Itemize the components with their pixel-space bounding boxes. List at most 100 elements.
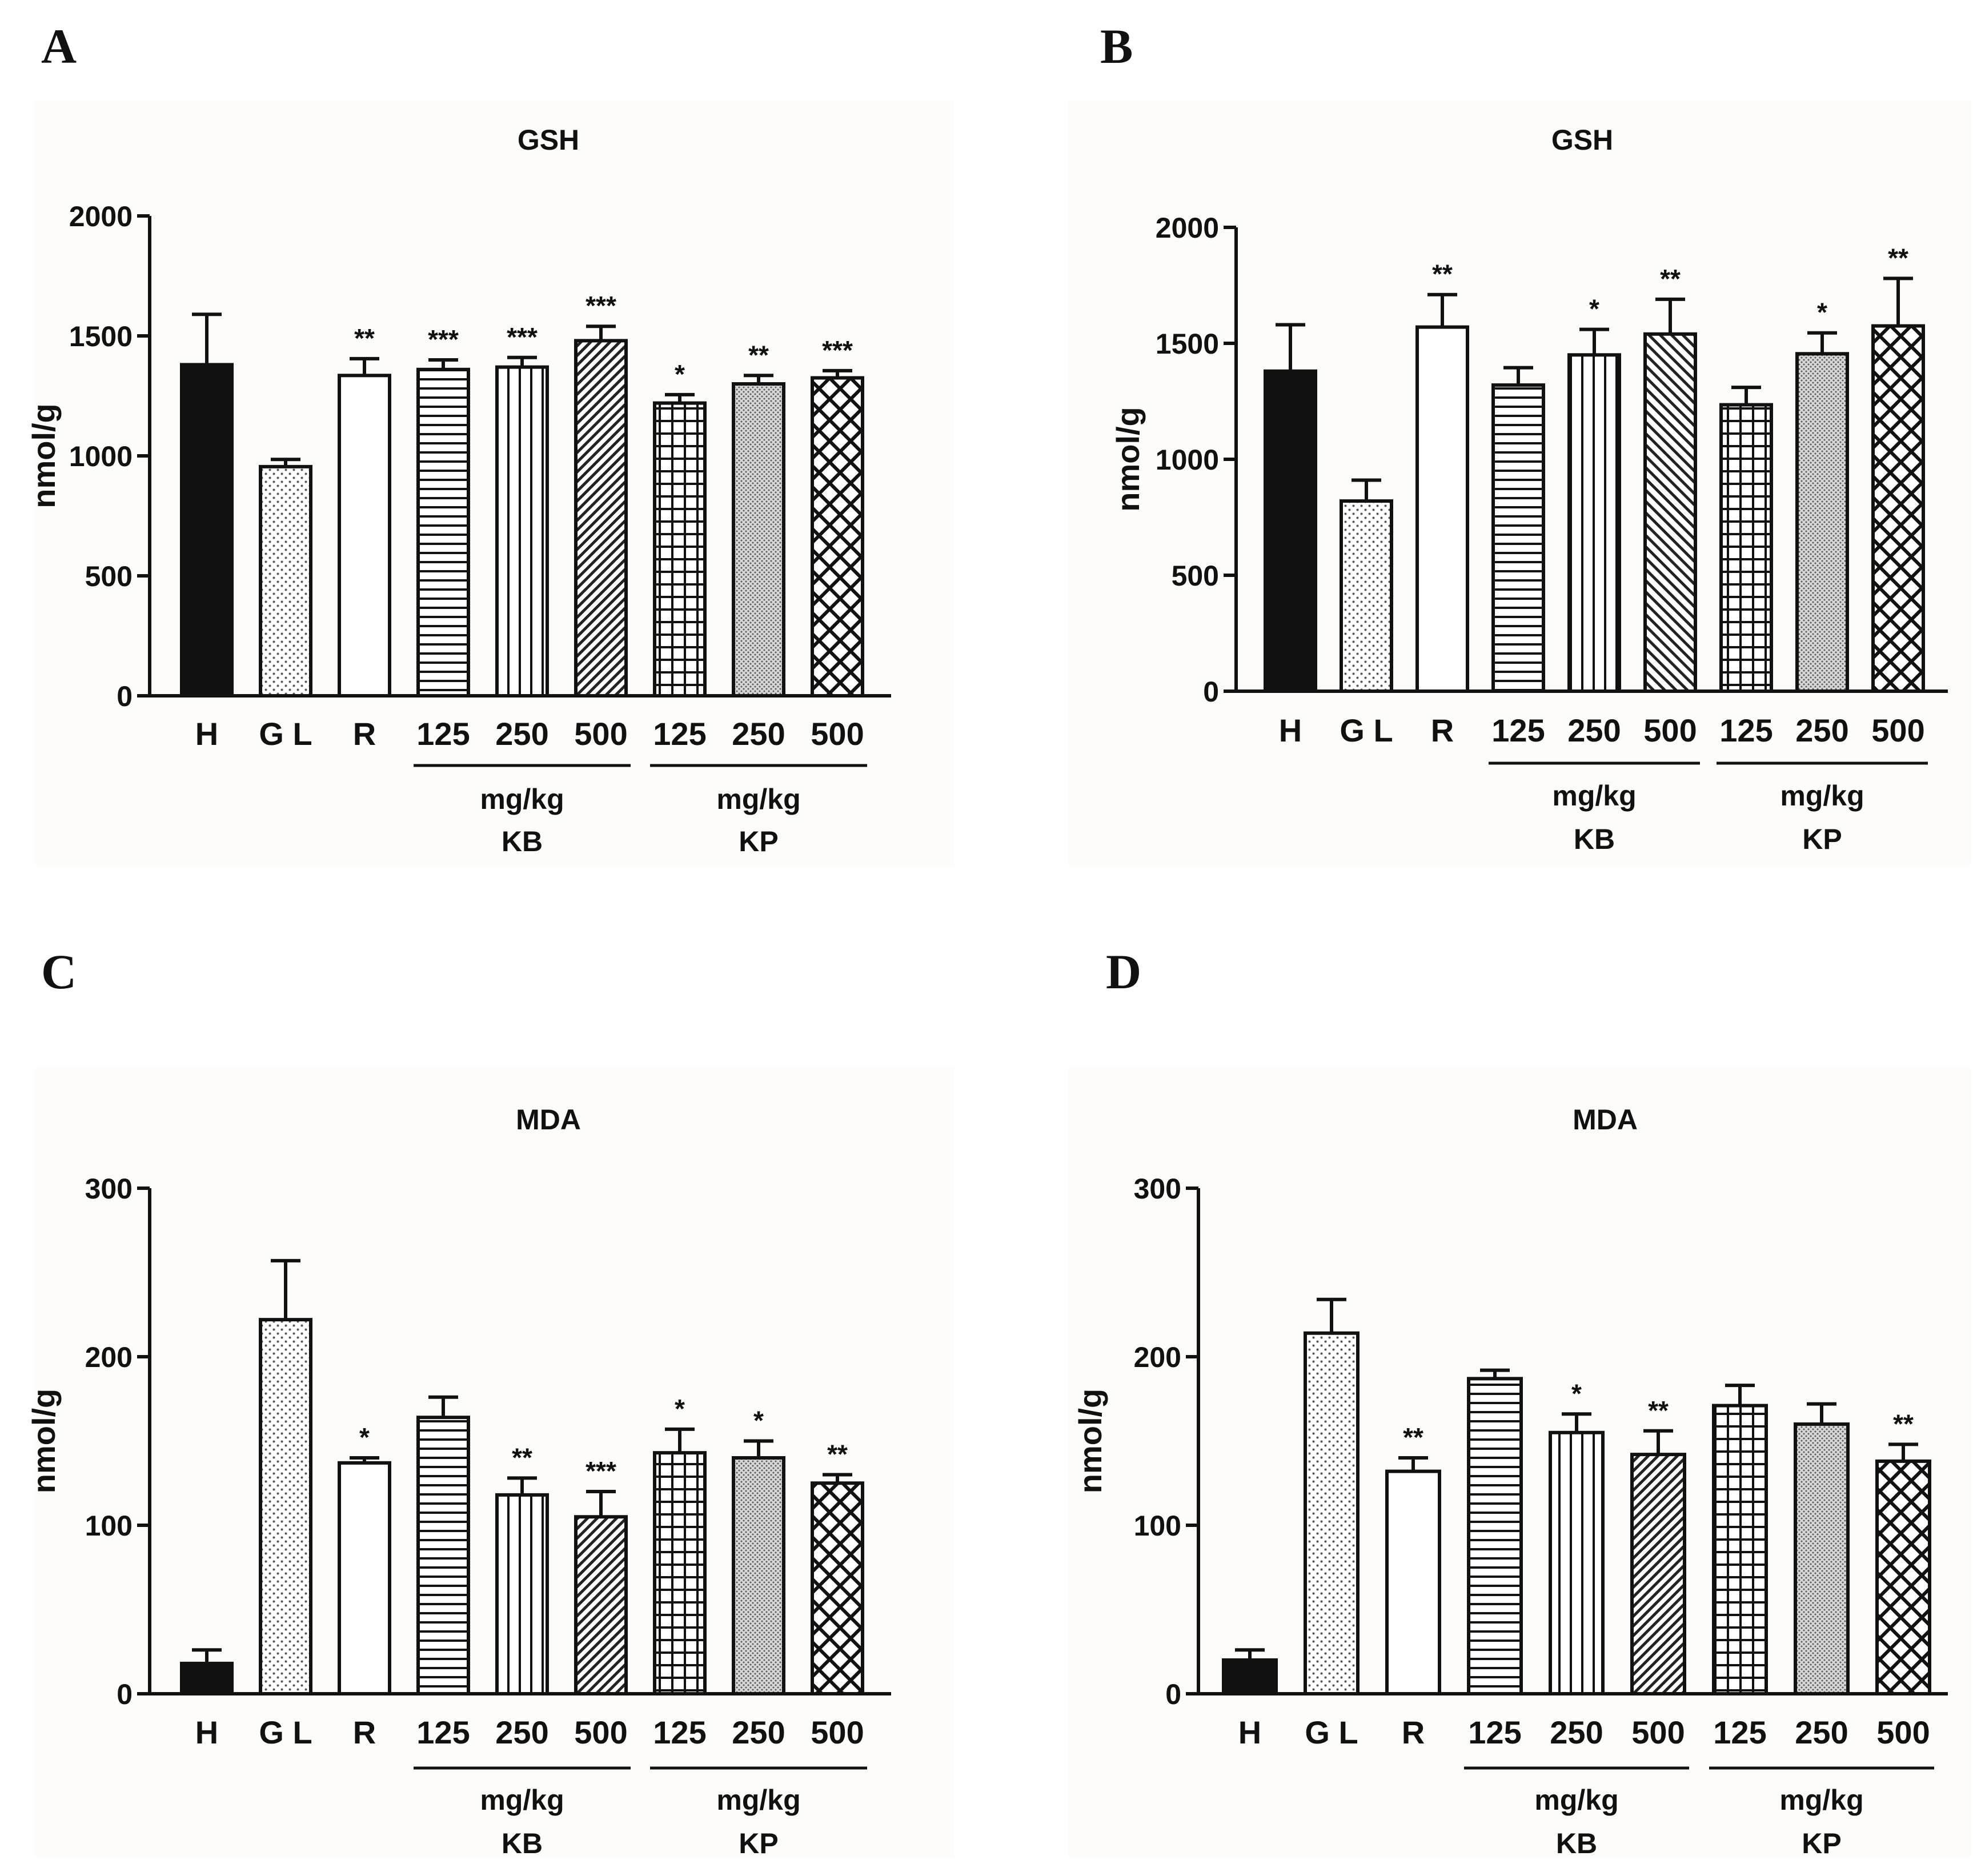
significance-label: * [1817, 298, 1827, 327]
y-tick-label: 500 [85, 560, 133, 592]
y-tick-label: 100 [85, 1510, 133, 1542]
x-tick-label: 125 [653, 716, 706, 752]
x-tick-label: 250 [732, 716, 785, 752]
y-axis-label: nmol/g [26, 403, 62, 508]
bar [1340, 499, 1393, 694]
x-tick-label: 125 [416, 716, 470, 752]
y-tick-label: 200 [85, 1341, 133, 1373]
x-tick-label: 250 [495, 716, 548, 752]
significance-label: * [753, 1406, 764, 1436]
group-name-label: KB [1574, 823, 1615, 855]
x-tick-label: G L [1305, 1714, 1358, 1750]
x-tick-label: R [1402, 1714, 1425, 1750]
x-tick-label: 250 [1550, 1714, 1603, 1750]
significance-label: * [675, 1394, 685, 1424]
panel-background [34, 1068, 954, 1857]
x-tick-label: 125 [653, 1714, 706, 1750]
bar [1304, 1331, 1360, 1695]
significance-label: *** [822, 335, 853, 365]
y-tick-label: 1000 [1156, 444, 1219, 476]
significance-label: *** [507, 322, 538, 352]
x-tick-label: R [353, 716, 376, 752]
y-axis-label: nmol/g [1110, 407, 1146, 512]
bar [495, 365, 549, 698]
panel-letter: B [1100, 19, 1133, 74]
bar [259, 1318, 312, 1696]
x-tick-label: R [1431, 712, 1454, 748]
bar [1491, 383, 1545, 693]
bar [732, 382, 785, 698]
significance-label: ** [512, 1442, 532, 1472]
y-tick-label: 2000 [1156, 212, 1219, 244]
y-tick-label: 0 [1203, 676, 1219, 708]
significance-label: ** [1432, 259, 1453, 289]
x-tick-label: 250 [732, 1714, 785, 1750]
x-tick-label: 125 [1713, 1714, 1766, 1750]
x-tick-label: 125 [1491, 712, 1545, 748]
bar [574, 1515, 628, 1695]
bar [1795, 352, 1849, 693]
chart-panel-b: B GSH nmol/g 0 500 1000 1500 2000 H G L ** R 125 * 250… [1068, 19, 1971, 865]
bar [1222, 1658, 1278, 1695]
group-name-label: KB [502, 1827, 543, 1859]
bar [338, 374, 391, 698]
y-tick-label: 1500 [69, 320, 133, 352]
y-tick-label: 0 [1165, 1678, 1181, 1710]
chart-title: MDA [516, 1104, 581, 1136]
significance-label: ** [748, 340, 769, 370]
significance-label: ** [354, 323, 375, 353]
significance-label: ** [1893, 1409, 1914, 1438]
panel-letter: C [41, 944, 77, 999]
group-name-label: KB [1556, 1827, 1597, 1859]
bar [1871, 324, 1925, 693]
x-tick-label: R [353, 1714, 376, 1750]
panel-letter: D [1106, 944, 1141, 999]
bar [180, 1661, 234, 1695]
group-unit-label: mg/kg [716, 1784, 800, 1816]
x-tick-label: 500 [1643, 712, 1697, 748]
y-tick-label: 100 [1134, 1510, 1181, 1542]
group-name-label: KP [1802, 1827, 1841, 1859]
y-tick-label: 300 [85, 1173, 133, 1205]
y-axis-label: nmol/g [1072, 1389, 1108, 1494]
bar [1467, 1377, 1523, 1696]
bar [1264, 369, 1317, 693]
panel-letter: A [41, 19, 77, 74]
group-name-label: KP [739, 1827, 778, 1859]
x-tick-label: 500 [574, 716, 627, 752]
y-tick-label: 0 [117, 680, 133, 712]
y-tick-label: 300 [1134, 1173, 1181, 1205]
chart-panel-d: D MDA nmol/g 0 100 200 300 H G L ** R 125 * 250 ** 500 1… [1068, 944, 1971, 1859]
significance-label: * [1589, 294, 1599, 324]
x-tick-label: H [1238, 1714, 1261, 1750]
group-name-label: KB [502, 825, 543, 857]
chart-title: MDA [1573, 1104, 1638, 1136]
group-unit-label: mg/kg [716, 783, 800, 815]
bar [180, 363, 234, 698]
y-tick-label: 500 [1172, 560, 1219, 592]
x-tick-label: 500 [574, 1714, 627, 1750]
significance-label: *** [586, 1456, 616, 1486]
bar [1875, 1459, 1931, 1695]
bar [653, 401, 707, 698]
group-unit-label: mg/kg [1780, 780, 1864, 812]
x-tick-label: 500 [1631, 1714, 1685, 1750]
group-name-label: KP [739, 825, 778, 857]
bar [732, 1456, 785, 1695]
bar [1630, 1453, 1686, 1696]
group-unit-label: mg/kg [480, 783, 564, 815]
x-tick-label: 125 [416, 1714, 470, 1750]
bar [1719, 403, 1773, 694]
bar [574, 339, 628, 698]
group-unit-label: mg/kg [1779, 1784, 1863, 1816]
bar [1643, 332, 1697, 693]
significance-label: ** [1888, 243, 1908, 272]
bar [653, 1451, 707, 1695]
group-name-label: KP [1802, 823, 1842, 855]
significance-label: * [1571, 1378, 1582, 1408]
x-tick-label: G L [259, 1714, 312, 1750]
bar [416, 367, 470, 698]
